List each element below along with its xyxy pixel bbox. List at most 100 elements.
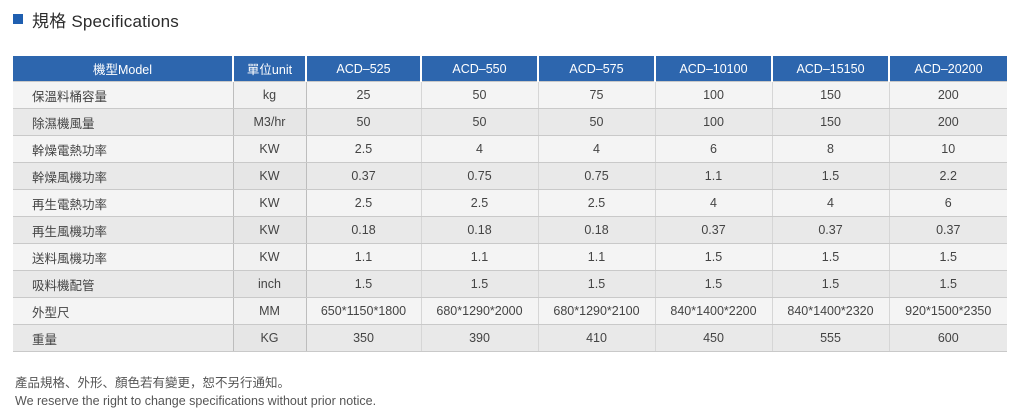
value-cell: 2.5	[306, 135, 422, 163]
footnote: 產品規格、外形、顏色若有變更，恕不另行通知。 We reserve the ri…	[15, 374, 376, 410]
table-row: 重量 KG 350 390 410 450 555 600	[13, 324, 1007, 352]
row-label: 再生風機功率	[13, 216, 233, 244]
value-cell: 0.75	[538, 162, 656, 190]
value-cell: 100	[655, 108, 773, 136]
value-cell: 650*1150*1800	[306, 297, 422, 325]
section-header: 規格 Specifications	[13, 8, 180, 31]
column-header-acd-10100: ACD–10100	[655, 56, 773, 82]
value-cell: 0.75	[421, 162, 539, 190]
value-cell: 1.5	[421, 270, 539, 298]
column-header-acd-15150: ACD–15150	[772, 56, 890, 82]
value-cell: 1.5	[655, 243, 773, 271]
unit-cell: kg	[232, 81, 307, 109]
unit-cell: KW	[232, 189, 307, 217]
footnote-english: We reserve the right to change specifica…	[15, 394, 377, 408]
value-cell: 450	[655, 324, 773, 352]
table-row: 吸料機配管 inch 1.5 1.5 1.5 1.5 1.5 1.5	[13, 270, 1007, 298]
value-cell: 200	[889, 81, 1007, 109]
value-cell: 75	[538, 81, 656, 109]
specifications-table-container: 機型Model 單位unit ACD–525 ACD–550 ACD–575 A…	[13, 56, 1007, 352]
unit-cell: M3/hr	[232, 108, 307, 136]
unit-cell: KW	[232, 216, 307, 244]
table-row: 再生電熱功率 KW 2.5 2.5 2.5 4 4 6	[13, 189, 1007, 217]
value-cell: 1.1	[306, 243, 422, 271]
row-label: 重量	[13, 324, 233, 352]
value-cell: 1.5	[306, 270, 422, 298]
value-cell: 1.5	[889, 270, 1007, 298]
footnote-chinese: 產品規格、外形、顏色若有變更，恕不另行通知。	[15, 376, 291, 390]
value-cell: 0.37	[772, 216, 890, 244]
column-header-acd-525: ACD–525	[306, 56, 422, 82]
row-label: 幹燥電熱功率	[13, 135, 233, 163]
value-cell: 8	[772, 135, 890, 163]
table-header-row: 機型Model 單位unit ACD–525 ACD–550 ACD–575 A…	[13, 56, 1007, 82]
row-label: 保溫料桶容量	[13, 81, 233, 109]
value-cell: 600	[889, 324, 1007, 352]
value-cell: 25	[306, 81, 422, 109]
value-cell: 50	[421, 108, 539, 136]
value-cell: 4	[655, 189, 773, 217]
row-label: 外型尺	[13, 297, 233, 325]
value-cell: 6	[889, 189, 1007, 217]
table-row: 除濕機風量 M3/hr 50 50 50 100 150 200	[13, 108, 1007, 136]
column-header-unit: 單位unit	[233, 56, 307, 82]
value-cell: 680*1290*2100	[538, 297, 656, 325]
value-cell: 0.37	[655, 216, 773, 244]
value-cell: 840*1400*2320	[772, 297, 890, 325]
value-cell: 1.5	[538, 270, 656, 298]
value-cell: 4	[538, 135, 656, 163]
value-cell: 840*1400*2200	[655, 297, 773, 325]
value-cell: 0.37	[306, 162, 422, 190]
value-cell: 680*1290*2000	[421, 297, 539, 325]
table-row: 幹燥電熱功率 KW 2.5 4 4 6 8 10	[13, 135, 1007, 163]
page-title: 規格 Specifications	[32, 11, 180, 31]
value-cell: 1.5	[772, 270, 890, 298]
value-cell: 200	[889, 108, 1007, 136]
square-bullet-icon	[13, 14, 23, 24]
value-cell: 920*1500*2350	[889, 297, 1007, 325]
value-cell: 1.5	[772, 243, 890, 271]
column-header-model: 機型Model	[13, 56, 234, 82]
value-cell: 1.5	[889, 243, 1007, 271]
value-cell: 0.18	[421, 216, 539, 244]
specifications-table: 機型Model 單位unit ACD–525 ACD–550 ACD–575 A…	[13, 56, 1007, 352]
value-cell: 50	[421, 81, 539, 109]
value-cell: 1.5	[772, 162, 890, 190]
table-row: 送料風機功率 KW 1.1 1.1 1.1 1.5 1.5 1.5	[13, 243, 1007, 271]
table-row: 保溫料桶容量 kg 25 50 75 100 150 200	[13, 81, 1007, 109]
unit-cell: KW	[232, 135, 307, 163]
value-cell: 555	[772, 324, 890, 352]
value-cell: 50	[306, 108, 422, 136]
value-cell: 0.18	[306, 216, 422, 244]
value-cell: 1.5	[655, 270, 773, 298]
unit-cell: KW	[232, 162, 307, 190]
value-cell: 350	[306, 324, 422, 352]
value-cell: 390	[421, 324, 539, 352]
value-cell: 2.5	[538, 189, 656, 217]
unit-cell: KG	[232, 324, 307, 352]
value-cell: 100	[655, 81, 773, 109]
unit-cell: KW	[232, 243, 307, 271]
row-label: 再生電熱功率	[13, 189, 233, 217]
value-cell: 1.1	[655, 162, 773, 190]
value-cell: 4	[772, 189, 890, 217]
value-cell: 2.2	[889, 162, 1007, 190]
value-cell: 6	[655, 135, 773, 163]
value-cell: 150	[772, 81, 890, 109]
value-cell: 50	[538, 108, 656, 136]
value-cell: 0.18	[538, 216, 656, 244]
row-label: 吸料機配管	[13, 270, 233, 298]
column-header-acd-20200: ACD–20200	[889, 56, 1007, 82]
table-row: 外型尺 MM 650*1150*1800 680*1290*2000 680*1…	[13, 297, 1007, 325]
table-row: 幹燥風機功率 KW 0.37 0.75 0.75 1.1 1.5 2.2	[13, 162, 1007, 190]
unit-cell: inch	[232, 270, 307, 298]
table-row: 再生風機功率 KW 0.18 0.18 0.18 0.37 0.37 0.37	[13, 216, 1007, 244]
value-cell: 1.1	[538, 243, 656, 271]
value-cell: 10	[889, 135, 1007, 163]
value-cell: 0.37	[889, 216, 1007, 244]
value-cell: 4	[421, 135, 539, 163]
value-cell: 150	[772, 108, 890, 136]
row-label: 幹燥風機功率	[13, 162, 233, 190]
value-cell: 2.5	[306, 189, 422, 217]
row-label: 除濕機風量	[13, 108, 233, 136]
